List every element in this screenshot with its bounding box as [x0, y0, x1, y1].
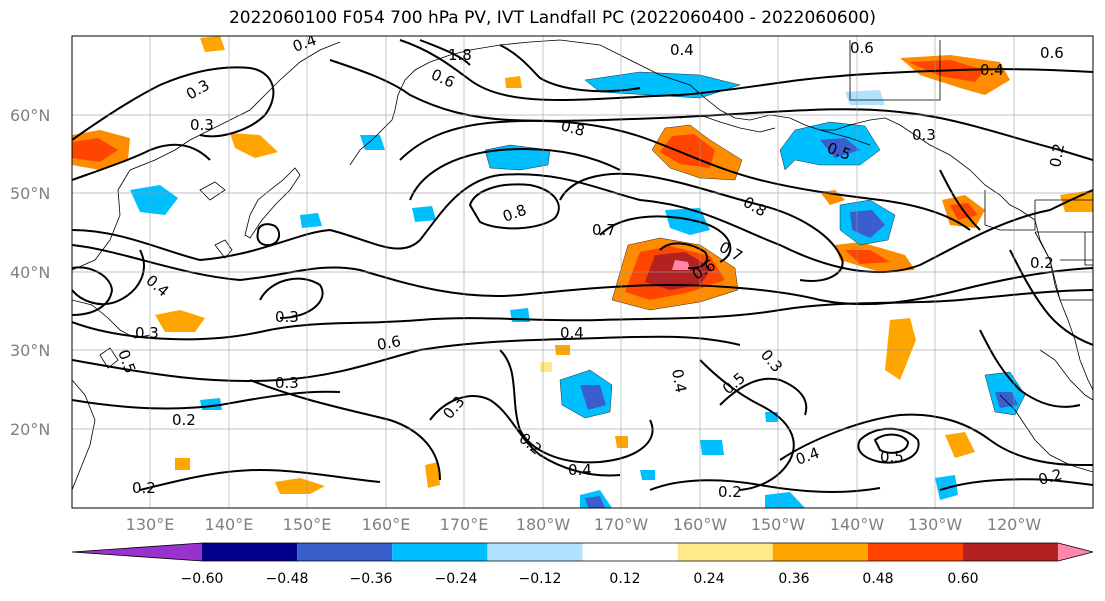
lat-label: 60°N: [10, 106, 51, 125]
colorbar-tick-label: −0.48: [265, 571, 309, 587]
lon-label: 170°E: [439, 515, 489, 534]
map-frame: [71, 35, 1094, 509]
colorbar-segment: [963, 543, 1059, 561]
colorbar-segment: [772, 543, 868, 561]
colorbar-tick-label: 0.36: [778, 571, 810, 587]
colorbar-tick-label: −0.60: [180, 571, 224, 587]
lon-label: 170°W: [593, 515, 649, 534]
contour-label: 0.8: [559, 116, 587, 140]
colorbar-tick-label: 0.12: [609, 571, 641, 587]
lon-label: 150°E: [282, 515, 332, 534]
lon-label: 160°W: [672, 515, 728, 534]
colorbar-extend-low: [72, 543, 202, 561]
contour-label: 0.4: [670, 41, 694, 59]
colorbar: [71, 542, 1094, 562]
contour-label: 0.4: [568, 461, 592, 479]
contour-label: 0.3: [190, 116, 214, 134]
colorbar-outline: [71, 542, 1094, 562]
lat-label: 40°N: [10, 263, 51, 282]
contour-label: 0.6: [376, 332, 403, 354]
lon-label: 180°W: [515, 515, 571, 534]
contour-label: 0.2: [172, 411, 196, 429]
colorbar-segment: [677, 543, 773, 561]
contour-label: 0.3: [275, 374, 299, 392]
colorbar-tick-label: −0.12: [518, 571, 562, 587]
colorbar-tick-label: 0.60: [947, 571, 979, 587]
contour-label: 0.3: [135, 324, 159, 342]
contour-label: 0.2: [132, 479, 156, 497]
contour-label: 0.4: [668, 368, 690, 395]
contour-label: 1.8: [448, 46, 472, 64]
colorbar-tick-label: −0.24: [434, 571, 478, 587]
lon-label: 130°W: [907, 515, 963, 534]
lon-label: 140°W: [829, 515, 885, 534]
colorbar-segment: [297, 543, 393, 561]
colorbar-tick-label: −0.36: [349, 571, 393, 587]
lon-label: 150°W: [750, 515, 806, 534]
contour-label: 0.2: [1036, 465, 1064, 489]
colorbar-extend-high: [1058, 543, 1093, 561]
lon-label: 130°E: [125, 515, 175, 534]
lon-label: 120°W: [986, 515, 1042, 534]
colorbar-tick-label: 0.48: [862, 571, 894, 587]
contour-label: 0.5: [880, 448, 904, 466]
contour-label: 0.2: [1046, 142, 1068, 169]
colorbar-segment: [487, 543, 583, 561]
colorbar-segment: [392, 543, 488, 561]
lat-label: 30°N: [10, 341, 51, 360]
contour-label: 0.3: [275, 308, 299, 326]
colorbar-segment: [202, 543, 298, 561]
contour-label: 0.2: [718, 483, 742, 501]
colorbar-segment: [582, 543, 678, 561]
contour-label: 0.4: [560, 324, 584, 342]
map-title: 2022060100 F054 700 hPa PV, IVT Landfall…: [228, 8, 876, 28]
contour-label: 0.7: [592, 221, 616, 239]
lat-label: 50°N: [10, 184, 51, 203]
lat-label: 20°N: [10, 420, 51, 439]
contour-label: 0.3: [912, 126, 936, 144]
colorbar-tick-label: 0.24: [693, 571, 725, 587]
lon-label: 140°E: [204, 515, 254, 534]
contour-label: 0.4: [980, 61, 1004, 79]
lon-label: 160°E: [361, 515, 411, 534]
contour-label: 0.2: [1030, 254, 1054, 272]
colorbar-segment: [867, 543, 963, 561]
gridlines: [72, 36, 1093, 508]
contour-label: 0.6: [850, 39, 874, 57]
contour-label: 0.6: [1040, 44, 1064, 62]
